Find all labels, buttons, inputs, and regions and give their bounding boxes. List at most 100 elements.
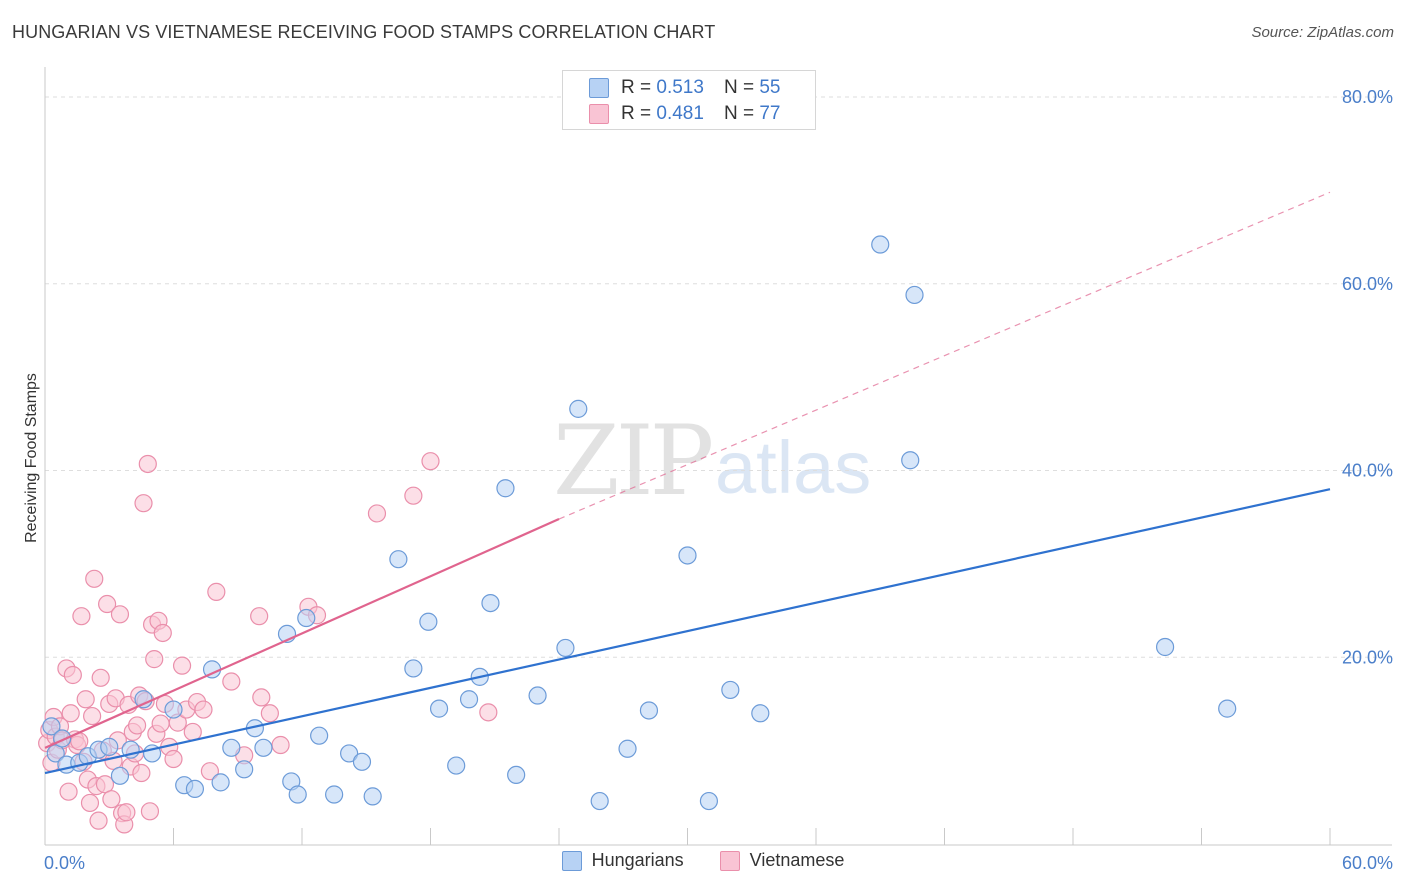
y-tick-label: 60.0%: [1342, 274, 1393, 294]
vietnamese-point: [76, 690, 95, 709]
hungarian-point: [507, 765, 526, 785]
hungarian-point: [340, 744, 359, 763]
vietnamese-point: [85, 569, 104, 588]
hungarian-point: [699, 791, 719, 811]
legend-label-hungarians: Hungarians: [591, 850, 684, 870]
legend-swatch-blue: [589, 78, 609, 98]
vietnamese-point: [250, 607, 269, 626]
vietnamese-point: [421, 452, 440, 471]
hungarian-point: [389, 550, 408, 569]
hungarian-point: [235, 760, 254, 779]
legend-label-vietnamese: Vietnamese: [749, 850, 845, 870]
hungarian-point: [556, 638, 575, 658]
hungarian-point: [134, 690, 153, 709]
hungarian-trend-line: [44, 488, 1331, 775]
legend-swatch-blue: [561, 850, 582, 871]
legend-n-label: N =: [723, 103, 755, 124]
hungarian-point: [1155, 637, 1175, 657]
vietnamese-point: [61, 704, 80, 723]
trend-lines: [44, 191, 1331, 775]
vietnamese-point: [127, 716, 147, 735]
legend-r-value: 0.481: [656, 103, 704, 124]
vietnamese-point: [83, 706, 102, 726]
hungarian-point: [496, 479, 515, 498]
legend-row-hungarians: R = 0.513 N = 55: [589, 76, 780, 100]
y-tick-label: 80.0%: [1342, 87, 1393, 107]
hungarian-point: [419, 612, 438, 631]
vietnamese-point: [117, 803, 136, 822]
hungarian-point: [254, 738, 273, 757]
hungarian-point: [325, 785, 344, 804]
hungarian-point: [352, 752, 372, 771]
hungarian-point: [871, 235, 890, 254]
vietnamese-point: [72, 607, 91, 626]
legend-n-value: 55: [759, 77, 781, 98]
hungarian-point: [678, 546, 697, 565]
stats-legend: R = 0.513 N = 55 R = 0.481 N = 77: [562, 70, 816, 130]
hungarian-point: [100, 737, 119, 756]
vietnamese-point: [367, 504, 387, 523]
hungarian-point: [110, 766, 130, 785]
hungarian-point: [363, 787, 382, 806]
legend-r-label: R =: [621, 77, 652, 98]
hungarian-point: [569, 399, 588, 418]
legend-r-value: 0.513: [656, 77, 704, 98]
vietnamese-point: [151, 714, 170, 733]
hungarian-point: [751, 704, 770, 723]
tick-labels: 20.0% 40.0% 60.0% 80.0% 0.0% 60.0%: [44, 87, 1393, 873]
vietnamese-point: [138, 454, 157, 474]
vietnamese-point: [134, 494, 153, 513]
legend-n-value: 77: [759, 103, 781, 124]
vietnamese-trend-extension: [558, 191, 1331, 520]
hungarian-point: [404, 659, 423, 678]
vietnamese-point: [260, 704, 279, 723]
x-tick-label: 0.0%: [44, 853, 85, 873]
vietnamese-point: [102, 790, 121, 809]
hungarian-point: [721, 680, 740, 700]
hungarian-point: [42, 717, 61, 736]
hungarian-point: [310, 726, 329, 745]
vietnamese-trend-line: [44, 518, 560, 749]
vietnamese-point: [132, 763, 151, 783]
series-legend: Hungarians Vietnamese: [0, 850, 1406, 871]
vietnamese-point: [200, 762, 220, 781]
hungarian-point: [211, 773, 230, 792]
watermark-atlas: atlas: [715, 426, 872, 509]
chart-title: HUNGARIAN VS VIETNAMESE RECEIVING FOOD S…: [12, 22, 716, 42]
y-tick-label: 20.0%: [1342, 647, 1393, 667]
vietnamese-point: [164, 749, 183, 769]
hungarian-point: [905, 285, 924, 305]
vietnamese-point: [153, 623, 172, 643]
vietnamese-point: [110, 605, 130, 624]
hungarian-point: [528, 686, 547, 705]
vietnamese-points: [38, 452, 498, 834]
hungarian-point: [297, 608, 316, 628]
legend-swatch-pink: [719, 850, 740, 871]
vietnamese-point: [252, 688, 271, 707]
hungarian-point: [288, 785, 307, 804]
hungarian-point: [639, 701, 659, 720]
grid-lines: [45, 96, 1392, 658]
hungarian-point: [185, 779, 205, 799]
vietnamese-point: [59, 782, 78, 801]
hungarian-point: [901, 451, 920, 470]
vietnamese-point: [91, 668, 110, 687]
hungarian-point: [429, 699, 449, 718]
vietnamese-point: [80, 793, 100, 813]
vietnamese-point: [140, 802, 160, 821]
legend-item-hungarians[interactable]: Hungarians: [561, 850, 684, 871]
legend-item-vietnamese[interactable]: Vietnamese: [719, 850, 845, 871]
y-tick-label: 40.0%: [1342, 461, 1393, 481]
watermark-zip: ZIP: [553, 405, 714, 517]
vietnamese-point: [63, 665, 82, 685]
hungarian-point: [164, 700, 183, 719]
legend-n-label: N =: [723, 77, 755, 98]
vietnamese-point: [98, 594, 117, 614]
vietnamese-point: [183, 722, 202, 742]
vietnamese-point: [222, 672, 241, 691]
vietnamese-point: [271, 735, 290, 755]
vietnamese-point: [172, 656, 192, 675]
legend-swatch-pink: [589, 104, 609, 124]
hungarian-point: [222, 738, 241, 757]
